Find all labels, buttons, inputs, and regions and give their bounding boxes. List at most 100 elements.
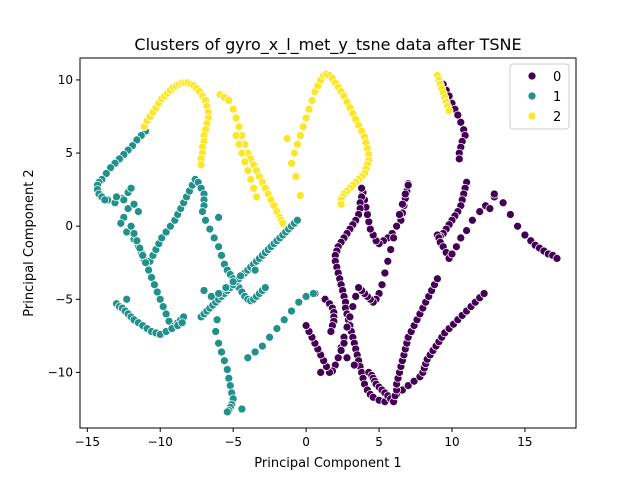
point-series-1: [135, 243, 145, 253]
point-series-2: [287, 158, 296, 168]
point-series-0: [453, 110, 463, 120]
point-series-1: [116, 218, 126, 228]
point-series-2: [444, 106, 454, 115]
point-series-0: [354, 283, 363, 292]
point-series-0: [452, 242, 461, 252]
point-series-1: [221, 283, 231, 292]
point-series-2: [291, 172, 301, 181]
point-series-0: [485, 204, 495, 213]
point-series-0: [513, 221, 522, 231]
point-series-0: [398, 199, 407, 209]
point-series-0: [462, 226, 471, 235]
point-series-1: [220, 356, 229, 366]
point-series-1: [138, 251, 148, 260]
point-series-0: [456, 117, 466, 127]
point-series-1: [237, 404, 247, 414]
point-series-2: [295, 131, 305, 140]
point-series-1: [122, 294, 132, 304]
point-series-1: [129, 199, 139, 209]
point-series-1: [155, 294, 165, 304]
point-series-0: [342, 353, 352, 363]
point-series-1: [258, 341, 267, 351]
point-series-0: [468, 215, 477, 225]
point-series-1: [250, 347, 260, 357]
y-tick-label: −5: [55, 292, 73, 306]
point-series-0: [552, 254, 562, 263]
point-series-1: [301, 292, 311, 301]
point-series-2: [252, 192, 261, 202]
point-series-2: [246, 175, 256, 184]
point-series-0: [479, 289, 489, 298]
point-series-1: [101, 169, 111, 178]
legend-box: [509, 63, 570, 130]
point-series-0: [498, 198, 508, 208]
point-series-1: [166, 221, 175, 231]
point-series-1: [150, 280, 159, 290]
point-series-1: [126, 221, 136, 231]
point-series-2: [224, 96, 234, 105]
point-series-1: [132, 135, 142, 145]
point-series-0: [349, 360, 359, 370]
point-series-1: [272, 324, 282, 333]
point-series-0: [357, 183, 366, 193]
x-tick-label: −5: [224, 435, 242, 449]
x-axis-label: Principal Component 1: [254, 456, 401, 471]
point-series-0: [351, 292, 361, 301]
point-series-0: [403, 180, 413, 190]
point-series-1: [294, 297, 304, 307]
point-series-0: [316, 368, 326, 377]
point-series-2: [336, 199, 346, 209]
point-series-2: [307, 96, 317, 105]
point-series-0: [333, 353, 343, 363]
point-series-2: [234, 122, 244, 132]
point-series-1: [157, 233, 167, 243]
point-series-0: [380, 268, 390, 278]
legend-label-2: 2: [553, 110, 561, 125]
point-series-1: [250, 265, 260, 275]
point-series-1: [119, 195, 129, 205]
point-series-1: [100, 195, 110, 205]
point-series-1: [129, 229, 139, 238]
y-tick-label: 5: [65, 146, 73, 160]
point-series-0: [348, 302, 358, 311]
point-series-1: [222, 407, 232, 417]
point-series-1: [287, 306, 296, 316]
point-series-1: [144, 265, 153, 275]
point-series-1: [161, 309, 171, 319]
point-series-1: [212, 315, 222, 325]
point-series-1: [132, 236, 142, 246]
legend-marker-2: [527, 111, 537, 121]
point-series-0: [456, 233, 466, 243]
point-series-0: [400, 189, 410, 199]
point-series-0: [454, 154, 464, 164]
x-axis-ticks: −15 −10 −5 0 5 10 15: [75, 428, 533, 449]
plot-frame: [79, 57, 577, 429]
point-series-1: [199, 286, 209, 295]
point-series-1: [161, 227, 171, 237]
point-series-0: [342, 322, 352, 332]
point-series-2: [249, 183, 258, 193]
point-series-2: [237, 148, 247, 158]
points-layer: [93, 69, 562, 417]
point-series-1: [214, 289, 223, 298]
x-tick-label: 15: [517, 435, 532, 449]
y-axis-label: Principal Component 2: [22, 169, 37, 316]
point-series-1: [265, 332, 274, 342]
point-series-1: [209, 233, 219, 243]
point-series-0: [336, 346, 346, 355]
point-series-1: [279, 315, 289, 325]
point-series-0: [345, 312, 355, 322]
point-series-1: [309, 289, 318, 298]
series-0: [301, 79, 562, 407]
legend-marker-1: [527, 91, 537, 101]
point-series-1: [260, 283, 270, 292]
point-series-1: [225, 381, 235, 390]
x-tick-label: 0: [302, 435, 310, 449]
point-series-1: [236, 271, 245, 281]
point-series-2: [231, 131, 241, 140]
point-series-0: [326, 327, 336, 336]
point-series-1: [164, 316, 174, 326]
y-tick-label: 10: [58, 73, 73, 87]
point-series-1: [158, 302, 168, 311]
